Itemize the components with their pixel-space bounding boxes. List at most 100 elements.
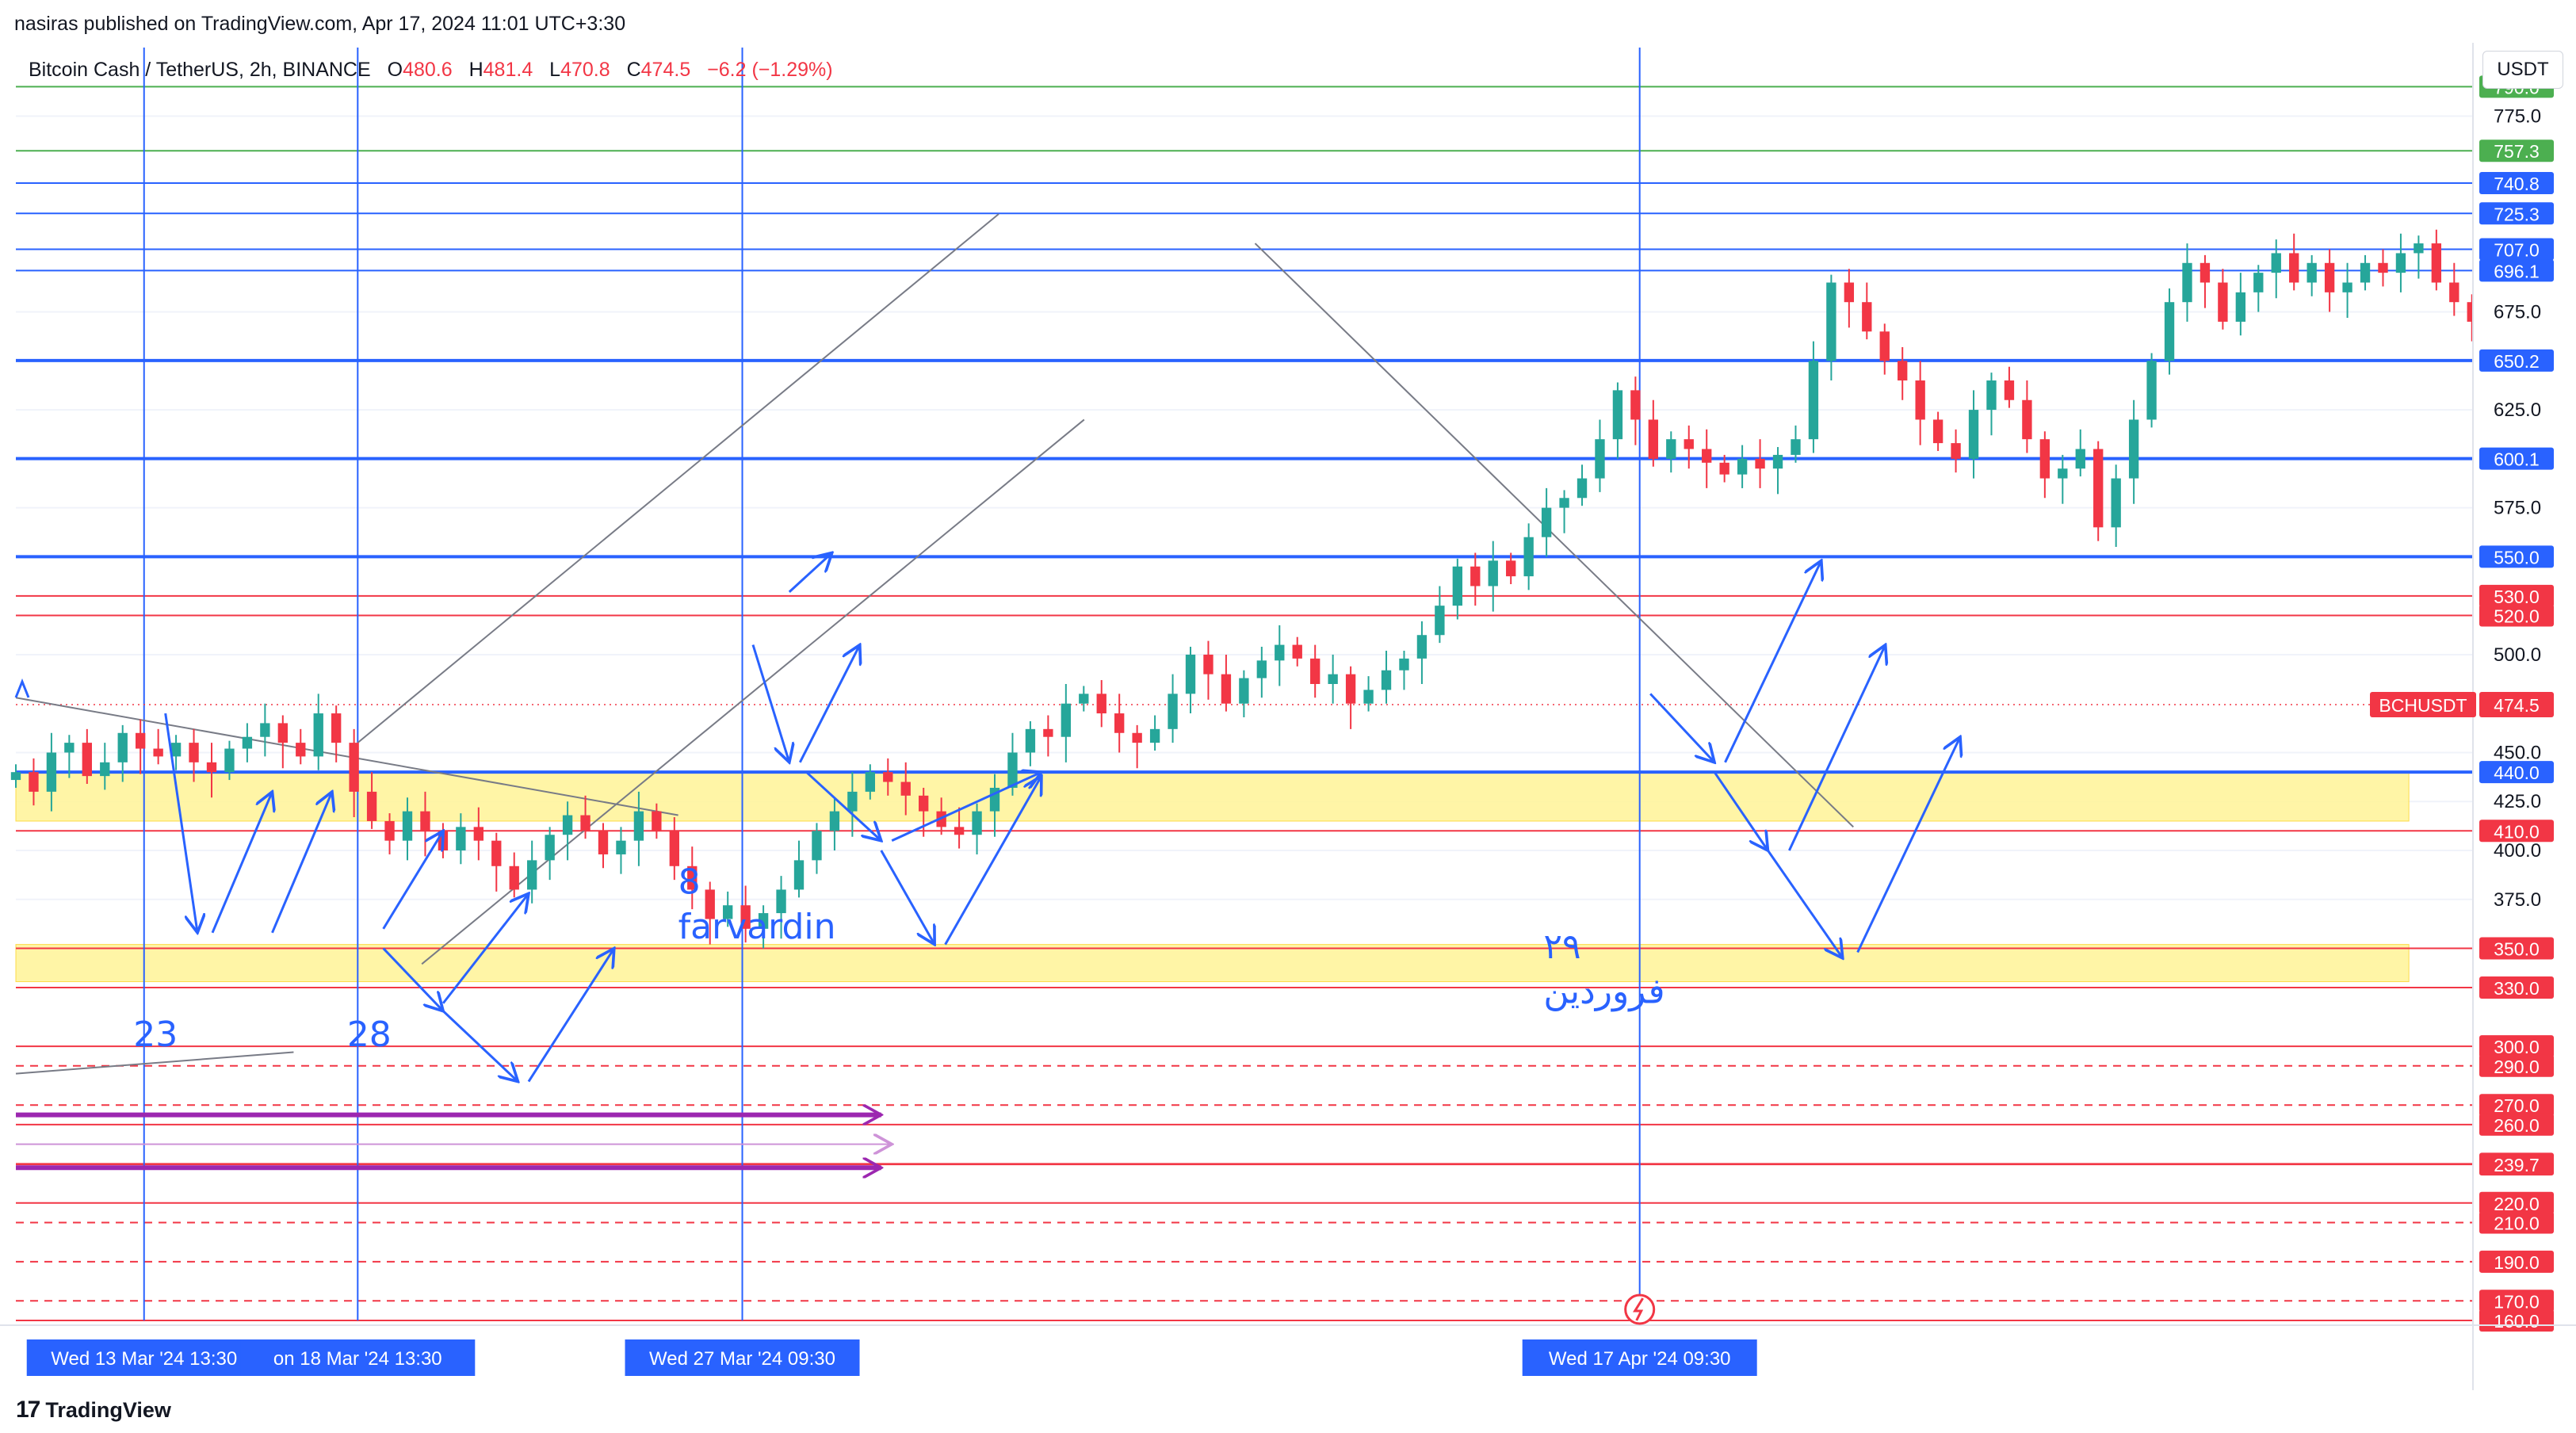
drawing-arrow [271,792,331,934]
level-label-bg [2479,1035,2554,1058]
y-tick-label: 675.0 [2494,302,2541,323]
level-label-bg [2479,937,2554,960]
tradingview-logo-icon: 17 [16,1397,40,1423]
trendline [15,697,678,816]
level-label-bg [2479,1211,2554,1234]
candle-body [2039,439,2050,479]
candle-body [1310,658,1320,684]
annotation-text: 23 [133,1015,178,1055]
candle-body [438,831,449,851]
level-label: 260.0 [2494,1115,2540,1136]
candle-body [2414,243,2424,254]
tradingview-logo-text: TradingView [45,1397,171,1422]
candle-body [366,791,377,821]
level-label-bg [2479,202,2554,225]
trendline [15,1051,294,1075]
candle-body [1666,439,1676,459]
drawing-arrow [788,552,832,593]
price-chart[interactable]: 23 28 8 farvardin ۲۹ فروردین 775.0 675.0 625.0 57… [0,43,2576,1390]
candle-body [1292,644,1302,659]
candle-body [1061,703,1072,737]
drawing-arrow [382,831,443,930]
level-label-bg [2479,447,2554,470]
candle-body [1932,419,1943,444]
candle-body [1826,282,1836,361]
candle-body [1114,713,1125,733]
candle-body [723,905,733,919]
candle-body [669,831,680,866]
x-highlight-bg [26,1339,262,1376]
level-label-bg [2479,604,2554,627]
level-label-bg [2479,761,2554,784]
y-tick-label: 400.0 [2494,840,2541,862]
candle-body [10,772,21,781]
candle-body [972,811,982,835]
candle-body [260,723,270,737]
candle-body [2075,449,2085,469]
candle-body [1345,674,1356,704]
candle-body [456,827,466,851]
candle-body [1898,361,1908,381]
legend-high-value: 481.4 [483,59,533,81]
candle-body [580,815,590,831]
candle-body [633,811,644,841]
drawing-arrow [382,947,443,1011]
drawing-arrow [1767,850,1842,958]
candle-body [1791,439,1801,455]
candle-body [1203,654,1213,674]
candle-body [1879,331,1890,361]
candle-body [2431,243,2442,283]
publish-info: nasiras published on TradingView.com, Ap… [14,13,626,35]
x-highlight-label: Wed 27 Mar '24 09:30 [649,1348,835,1370]
candle-body [509,866,519,890]
candle-body [1577,478,1588,499]
level-label: 725.3 [2494,204,2540,224]
candle-body [206,762,217,773]
level-label: 550.0 [2494,547,2540,567]
annotation-text: ۲۹ [1543,927,1580,967]
level-label: 410.0 [2494,821,2540,842]
edge-arrow-icon [14,678,30,698]
candle-body [562,815,573,835]
x-highlight-label: on 18 Mar '24 13:30 [273,1348,442,1370]
candle-body [2022,399,2032,440]
annotation-text: farvardin [678,907,836,947]
candle-body [2360,262,2371,283]
level-label-bg [2479,139,2554,162]
candle-body [349,743,359,792]
y-tick-label: 450.0 [2494,742,2541,763]
legend-close-label: C [626,59,641,81]
candle-body [652,811,662,831]
drawing-arrow [1788,645,1885,851]
drawing-arrow [751,644,789,762]
level-label: 160.0 [2494,1311,2540,1332]
level-label-bg [2479,545,2554,568]
tradingview-logo[interactable]: 17 TradingView [16,1397,171,1423]
candle-body [1559,498,1569,508]
drawing-arrow [805,771,881,840]
candle-body [829,811,840,831]
drawing-arrow [164,713,197,933]
candle-body [2449,282,2459,303]
y-tick-label: 625.0 [2494,399,2541,421]
candle-body [793,860,805,890]
candle-body [1079,694,1089,704]
currency-button[interactable]: USDT [2482,51,2563,89]
candle-body [1737,458,1748,475]
candle-body [331,713,342,743]
level-label: 290.0 [2494,1057,2540,1077]
annotation-text: فروردین [1543,972,1664,1012]
candle-body [883,772,893,782]
candle-body [1968,410,1979,459]
level-label: 707.0 [2494,239,2540,260]
candle-body [1702,449,1712,463]
candle-body [170,743,182,757]
chart-frame[interactable]: 23 28 8 farvardin ۲۹ فروردین 775.0 675.0 625.0 57… [0,43,2576,1390]
candle-body [1986,380,1997,411]
level-label-bg [2479,238,2554,261]
legend-open-value: 480.6 [403,59,453,81]
level-label-bg [2479,1094,2554,1117]
level-label: 220.0 [2494,1194,2540,1214]
candle-body [598,831,609,854]
candle-body [491,840,502,866]
